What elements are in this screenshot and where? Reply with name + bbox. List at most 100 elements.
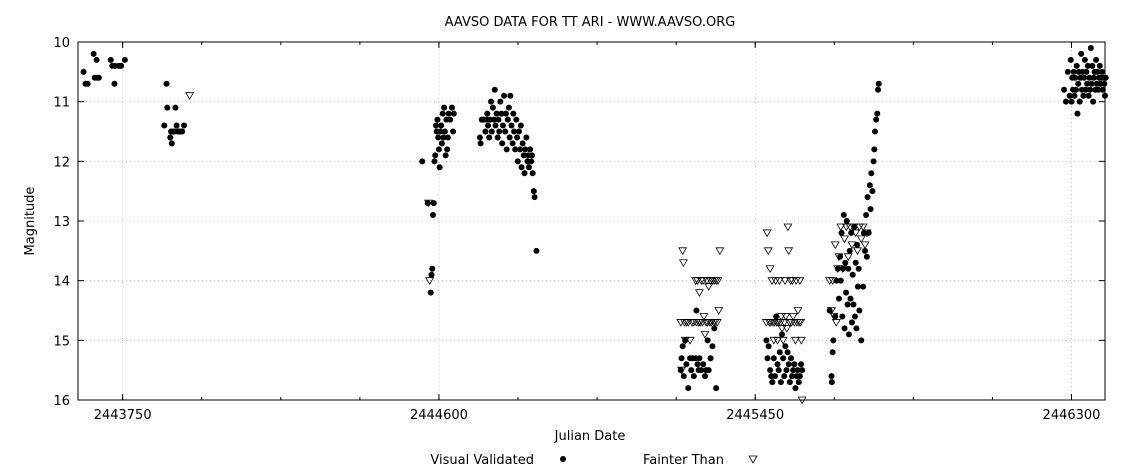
point-visual-validated [164,104,171,111]
x-axis-label: Julian Date [554,429,626,444]
point-visual-validated [828,373,835,380]
point-visual-validated [440,134,447,141]
point-visual-validated [1086,74,1093,81]
point-visual-validated [510,110,517,117]
point-visual-validated [828,379,835,386]
point-visual-validated [791,361,798,368]
point-visual-validated [172,104,179,111]
point-visual-validated [767,367,774,374]
point-visual-validated [1071,92,1078,99]
point-visual-validated [826,307,833,314]
point-visual-validated [682,337,689,344]
point-visual-validated [517,146,524,153]
point-visual-validated [871,146,878,153]
point-visual-validated [438,140,445,147]
point-visual-validated [90,50,97,57]
point-visual-validated [445,110,452,117]
point-visual-validated [765,343,772,350]
point-visual-validated [840,212,847,219]
point-fainter-than [712,319,722,327]
point-visual-validated [851,313,858,320]
point-visual-validated [491,86,498,93]
point-visual-validated [1087,44,1094,51]
y-tick-label: 16 [53,394,70,409]
point-visual-validated [1094,68,1101,75]
point-visual-validated [1083,68,1090,75]
point-visual-validated [497,98,504,105]
point-visual-validated [709,343,716,350]
point-fainter-than [774,277,784,285]
point-visual-validated [84,80,91,87]
point-visual-validated [845,265,852,272]
point-fainter-than [847,241,857,250]
point-visual-validated [786,379,793,386]
point-visual-validated [860,229,867,236]
point-visual-validated [518,164,525,171]
point-visual-validated [843,218,850,224]
point-visual-validated [499,122,506,129]
point-visual-validated [1102,74,1109,81]
point-visual-validated [494,134,501,141]
point-visual-validated [837,277,844,284]
y-tick-label: 15 [53,334,70,349]
point-visual-validated [438,122,445,129]
point-visual-validated [1085,92,1092,99]
point-visual-validated [1093,56,1100,63]
point-visual-validated [792,385,799,392]
point-visual-validated [531,194,538,201]
point-visual-validated [833,277,840,284]
x-tick-label: 2444600 [410,408,468,423]
point-visual-validated [1095,86,1102,93]
y-tick-label: 13 [53,215,70,230]
point-visual-validated [843,289,850,296]
grid [78,42,1105,400]
point-visual-validated [432,152,439,159]
legend-label-fainter-than: Fainter Than [643,453,724,468]
point-visual-validated [493,110,500,117]
point-visual-validated [771,373,778,380]
point-visual-validated [525,164,532,171]
point-visual-validated [875,80,882,87]
point-visual-validated [450,128,457,135]
point-fainter-than [762,229,772,238]
point-visual-validated [1102,92,1108,99]
point-visual-validated [533,247,540,254]
point-visual-validated [856,307,863,314]
point-visual-validated [797,361,804,368]
point-visual-validated [432,122,439,129]
point-visual-validated [868,170,875,177]
point-visual-validated [513,116,520,123]
point-fainter-than [700,330,710,339]
point-visual-validated [1101,80,1108,87]
point-visual-validated [847,295,854,302]
point-visual-validated [680,373,687,380]
point-fainter-than [830,241,840,250]
point-visual-validated [861,247,868,254]
point-visual-validated [1084,62,1091,69]
point-visual-validated [498,110,505,117]
point-visual-validated [111,80,118,87]
y-axis-label: Magnitude [23,187,38,256]
point-visual-validated [488,98,495,105]
point-visual-validated [437,128,444,135]
point-visual-validated [520,152,527,159]
point-visual-validated [1075,80,1082,87]
point-visual-validated [507,92,514,99]
point-visual-validated [1080,92,1087,99]
point-visual-validated [679,343,686,350]
point-visual-validated [495,116,502,123]
point-visual-validated [429,265,436,272]
point-visual-validated [435,146,442,153]
point-visual-validated [1072,74,1079,81]
point-visual-validated [521,170,528,177]
point-visual-validated [1099,86,1106,93]
point-visual-validated [427,289,434,296]
point-visual-validated [1078,50,1085,57]
point-visual-validated [834,265,841,272]
point-visual-validated [1076,98,1083,105]
point-visual-validated [863,253,870,260]
point-visual-validated [838,229,845,236]
point-fainter-than [831,319,841,327]
point-visual-validated [508,122,515,129]
point-visual-validated [1068,98,1075,105]
